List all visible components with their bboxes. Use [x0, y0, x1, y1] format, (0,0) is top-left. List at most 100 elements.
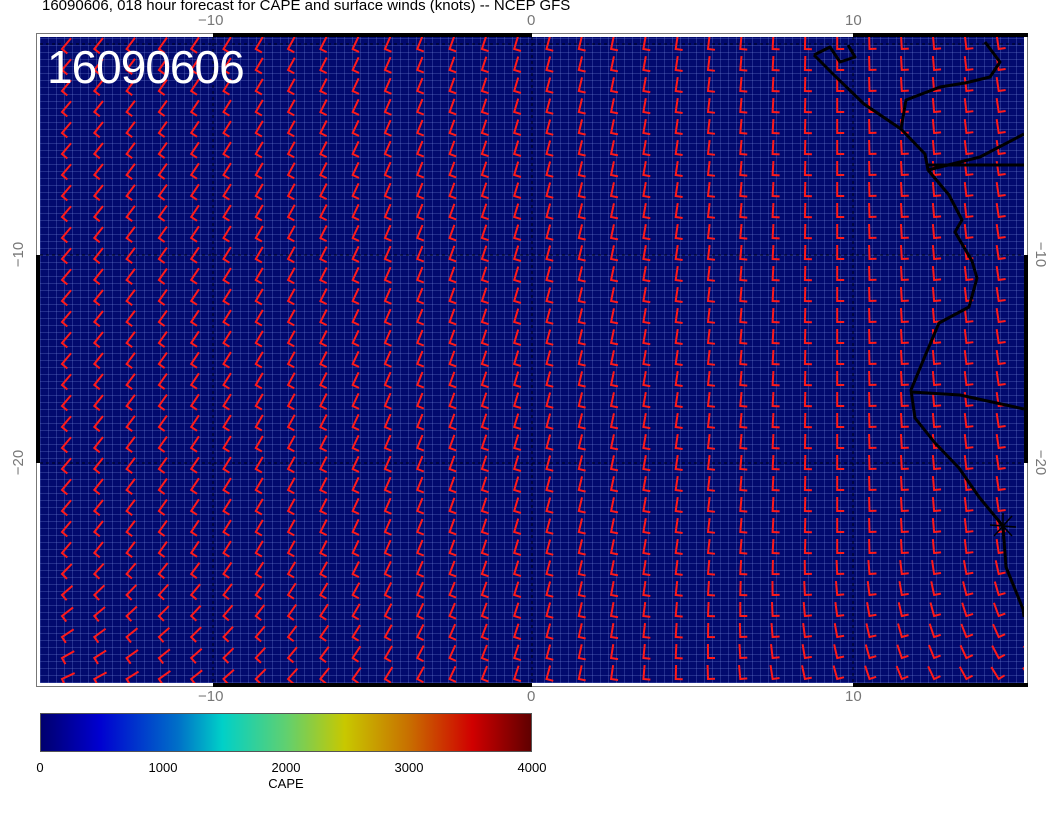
wind-barb: [674, 539, 683, 556]
wind-barb: [739, 265, 748, 282]
wind-barb: [480, 497, 489, 515]
wind-barb: [771, 517, 780, 534]
wind-barb: [189, 246, 200, 264]
wind-barb: [512, 182, 522, 199]
grid-lines: [40, 37, 1024, 683]
wind-barb: [92, 606, 106, 623]
wind-barb: [286, 183, 296, 201]
wind-barb: [254, 204, 264, 222]
wind-barb: [868, 433, 877, 450]
wind-barb: [739, 580, 748, 597]
wind-barb: [674, 559, 683, 576]
wind-barb: [383, 329, 392, 347]
wind-barb: [995, 413, 1006, 429]
wind-barb: [125, 289, 136, 306]
wind-barb: [480, 476, 489, 494]
wind-barb: [480, 77, 489, 95]
wind-barb: [480, 140, 489, 158]
wind-barb: [833, 644, 845, 660]
date-stamp: 16090606: [47, 41, 245, 93]
wind-barb: [931, 202, 942, 219]
wind-barb: [60, 226, 72, 244]
wind-barb: [125, 79, 136, 96]
wind-barb: [189, 37, 200, 54]
wind-barb: [963, 118, 974, 135]
wind-barb: [480, 37, 489, 53]
wind-barb: [319, 414, 328, 432]
wind-barb: [319, 456, 328, 474]
wind-barb: [642, 329, 651, 346]
wind-barb: [60, 415, 72, 433]
wind-barb: [60, 628, 75, 644]
wind-barb: [286, 351, 296, 369]
wind-barb: [609, 56, 619, 73]
wind-barb: [92, 100, 104, 118]
wind-barb: [771, 391, 780, 408]
wind-barb: [383, 266, 392, 284]
wind-barb: [383, 56, 392, 74]
wind-barb: [931, 538, 942, 555]
wind-barb: [994, 560, 1006, 576]
wind-barb: [125, 121, 136, 138]
wind-barb: [383, 371, 392, 389]
wind-barb: [512, 98, 522, 115]
wind-barb: [125, 541, 136, 558]
wind-barb: [416, 476, 425, 494]
wind-barb: [254, 372, 264, 390]
wind-barb: [383, 476, 392, 494]
wind-barb: [899, 370, 909, 387]
wind-barb: [222, 477, 232, 495]
wind-barb: [802, 622, 812, 639]
axis-bar-top-1: [213, 33, 532, 37]
wind-barb: [189, 519, 200, 537]
wind-barb: [866, 580, 877, 597]
wind-barb: [189, 120, 200, 138]
wind-barb: [642, 56, 651, 73]
wind-barb: [771, 76, 780, 93]
wind-barb: [351, 266, 360, 284]
wind-barb: [674, 580, 683, 597]
wind-barb: [254, 351, 264, 369]
wind-barb: [642, 560, 651, 577]
wind-barb: [351, 182, 360, 200]
wind-barb: [60, 563, 73, 580]
wind-barb: [993, 581, 1006, 597]
wind-barb: [189, 330, 200, 348]
wind-barb: [92, 415, 104, 433]
wind-barb: [480, 266, 489, 284]
wind-barb: [319, 582, 329, 600]
lat-tick-left-1: −10: [10, 241, 28, 268]
wind-barb: [254, 37, 264, 54]
wind-barb: [642, 476, 651, 493]
wind-barb: [577, 476, 586, 493]
wind-barb: [609, 497, 619, 514]
wind-barb: [545, 98, 554, 115]
wind-barb: [157, 204, 168, 222]
wind-barb: [286, 267, 296, 285]
wind-barb: [545, 350, 554, 367]
wind-barb: [674, 601, 683, 618]
wind-barb: [189, 669, 203, 683]
wind-barb: [60, 163, 72, 181]
wind-barb: [739, 307, 748, 324]
wind-barb: [92, 671, 108, 683]
wind-barb: [899, 433, 909, 450]
wind-barb: [832, 665, 845, 681]
wind-barb: [286, 646, 298, 664]
wind-barb: [674, 224, 683, 241]
colorbar-tick-4: 4000: [517, 760, 547, 775]
wind-barb: [60, 268, 72, 286]
wind-barb: [222, 351, 232, 369]
wind-barb: [770, 643, 780, 660]
wind-barb: [60, 584, 74, 601]
colorbar-tick-3: 3000: [394, 760, 424, 775]
wind-barb: [899, 391, 909, 408]
wind-barb: [286, 120, 296, 138]
wind-barb: [60, 672, 76, 683]
wind-barb: [803, 475, 812, 492]
wind-barb: [416, 434, 425, 452]
wind-barb: [254, 477, 264, 495]
wind-barb: [609, 329, 619, 346]
wind-barb: [674, 434, 683, 451]
wind-barb: [995, 245, 1006, 261]
